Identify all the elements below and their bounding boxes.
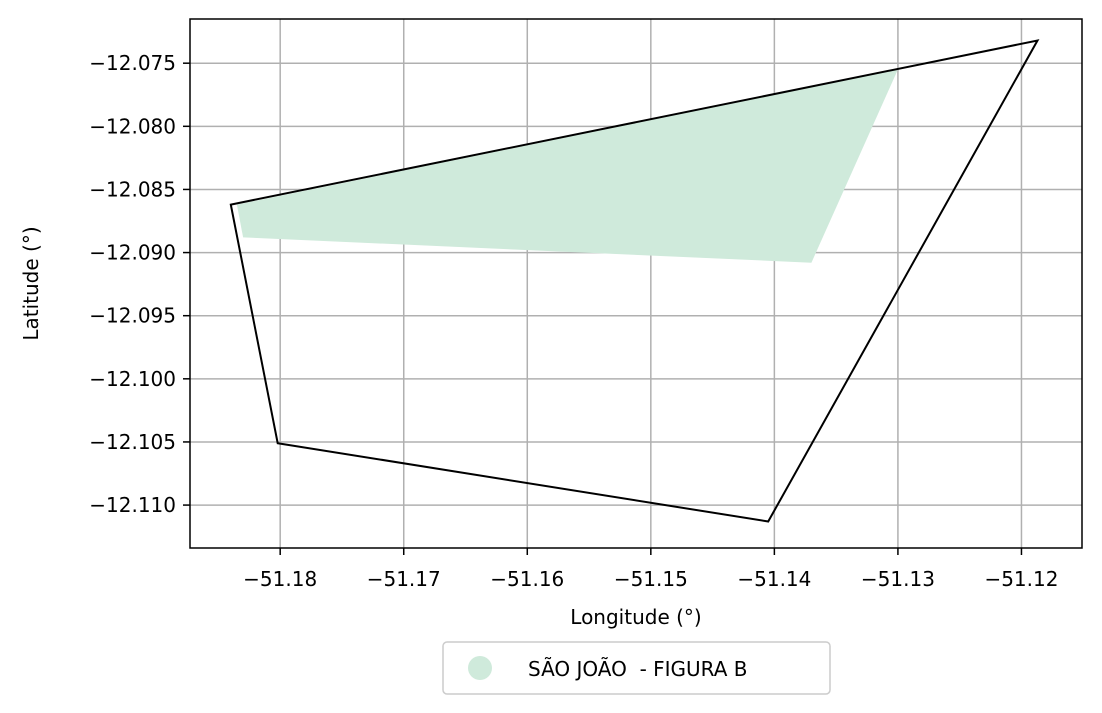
x-tick-label: −51.14 [737,567,811,591]
ticks: −51.18 −51.17 −51.16 −51.15 −51.14 −51.13 −51.… [89,51,1058,591]
y-tick-label: −12.110 [89,493,176,517]
outline-polygon [229,39,1040,523]
data-layer [229,39,1040,523]
y-tick-label: −12.090 [89,241,176,265]
x-tick-label: −51.12 [984,567,1058,591]
x-tick-label: −51.17 [367,567,441,591]
y-tick-label: −12.100 [89,367,176,391]
y-tick-label: −12.085 [89,177,176,201]
x-axis-label: Longitude (°) [570,605,701,629]
filled-region-polygon [236,69,898,263]
legend-marker [468,656,492,680]
y-tick-label: −12.075 [89,51,176,75]
legend: SÃO JOÃO - FIGURA B [442,641,831,695]
x-tick-label: −51.18 [243,567,317,591]
y-tick-label: −12.095 [89,304,176,328]
legend-box [442,641,831,695]
x-tick-label: −51.16 [490,567,564,591]
y-tick-label: −12.105 [89,430,176,454]
grid [190,19,1082,548]
y-axis-label: Latitude (°) [19,226,43,340]
plot-frame [189,18,1083,549]
x-tick-label: −51.15 [614,567,688,591]
legend-label: SÃO JOÃO - FIGURA B [528,657,748,681]
y-tick-label: −12.080 [89,114,176,138]
x-tick-label: −51.13 [861,567,935,591]
